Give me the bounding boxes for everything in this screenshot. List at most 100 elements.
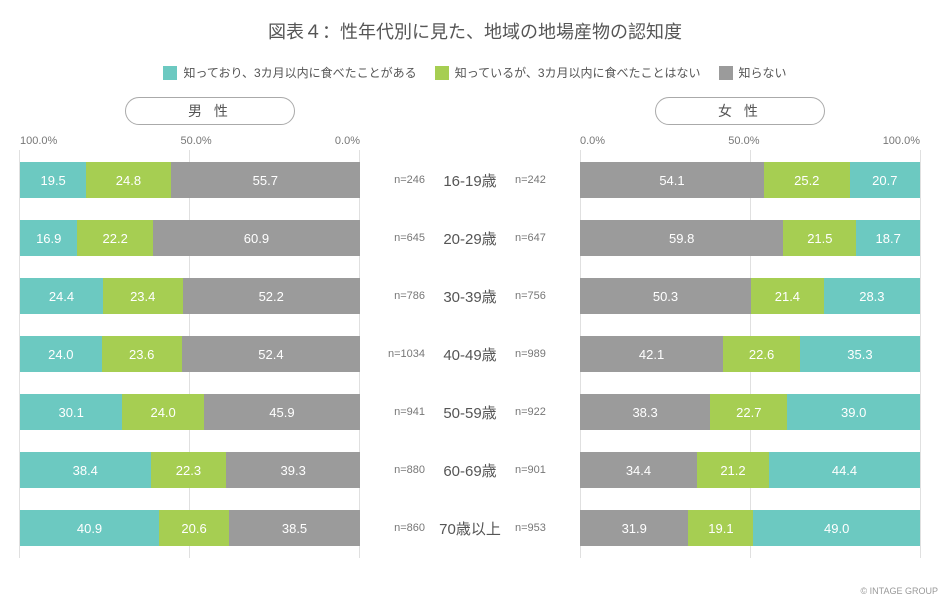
segment-know_eat: 24.4 [20, 278, 103, 314]
segment-know_eat: 38.4 [20, 452, 151, 488]
segment-know_eat: 40.9 [20, 510, 159, 546]
n-female: n=922 [515, 406, 575, 418]
n-male: n=645 [365, 232, 425, 244]
segment-know_eat: 30.1 [20, 394, 122, 430]
bar-col-male: 38.422.339.3 [20, 452, 360, 488]
center-col: n=88060-69歳n=901 [360, 460, 580, 481]
header-male: 男 性 [125, 97, 295, 125]
n-female: n=242 [515, 174, 575, 186]
bar-female: 59.821.518.7 [580, 220, 920, 256]
segment-know_noeat: 25.2 [764, 162, 850, 198]
segment-know_eat: 20.7 [850, 162, 920, 198]
data-row: 38.422.339.3n=88060-69歳n=90134.421.244.4 [20, 441, 930, 499]
legend: 知っており、3カ月以内に食べたことがある 知っているが、3カ月以内に食べたことは… [0, 64, 950, 81]
segment-know_eat: 49.0 [753, 510, 920, 546]
bar-col-male: 16.922.260.9 [20, 220, 360, 256]
bar-col-female: 31.919.149.0 [580, 510, 920, 546]
grid-line [920, 208, 921, 268]
segment-dont_know: 38.5 [229, 510, 360, 546]
bar-male: 30.124.045.9 [20, 394, 360, 430]
grid-line [920, 324, 921, 384]
legend-item: 知らない [719, 64, 787, 81]
legend-label: 知っているが、3カ月以内に食べたことはない [455, 64, 701, 81]
segment-know_eat: 19.5 [20, 162, 86, 198]
segment-dont_know: 38.3 [580, 394, 710, 430]
data-row: 19.524.855.7n=24616-19歳n=24254.125.220.7 [20, 151, 930, 209]
bar-male: 24.023.652.4 [20, 336, 360, 372]
data-row: 40.920.638.5n=86070歳以上n=95331.919.149.0 [20, 499, 930, 557]
legend-item: 知っているが、3カ月以内に食べたことはない [435, 64, 701, 81]
legend-label: 知っており、3カ月以内に食べたことがある [183, 64, 416, 81]
age-label: 20-29歳 [425, 228, 515, 249]
bar-female: 50.321.428.3 [580, 278, 920, 314]
segment-know_noeat: 24.0 [122, 394, 204, 430]
n-female: n=989 [515, 348, 575, 360]
bar-col-male: 24.423.452.2 [20, 278, 360, 314]
bar-col-female: 59.821.518.7 [580, 220, 920, 256]
segment-dont_know: 34.4 [580, 452, 697, 488]
grid-line [920, 150, 921, 210]
legend-swatch [435, 66, 449, 80]
legend-label: 知らない [739, 64, 787, 81]
credit: © INTAGE GROUP [861, 586, 938, 596]
bar-male: 16.922.260.9 [20, 220, 360, 256]
age-label: 50-59歳 [425, 402, 515, 423]
n-male: n=786 [365, 290, 425, 302]
bar-col-female: 38.322.739.0 [580, 394, 920, 430]
data-row: 24.423.452.2n=78630-39歳n=75650.321.428.3 [20, 267, 930, 325]
bar-col-male: 19.524.855.7 [20, 162, 360, 198]
bar-female: 31.919.149.0 [580, 510, 920, 546]
axis-labels: 100.0% 50.0% 0.0% 0.0% 50.0% 100.0% [0, 135, 950, 147]
axis-tick: 50.0% [728, 135, 759, 147]
legend-swatch [719, 66, 733, 80]
data-row: 30.124.045.9n=94150-59歳n=92238.322.739.0 [20, 383, 930, 441]
chart-title: 図表４：性年代別に見た、地域の地場産物の認知度 [0, 0, 950, 44]
segment-know_eat: 28.3 [824, 278, 920, 314]
segment-know_noeat: 21.4 [751, 278, 824, 314]
segment-know_noeat: 23.4 [103, 278, 183, 314]
segment-know_eat: 18.7 [856, 220, 920, 256]
segment-know_noeat: 22.7 [710, 394, 787, 430]
gender-headers: 男 性 女 性 [0, 97, 950, 125]
segment-know_noeat: 22.3 [151, 452, 227, 488]
center-col: n=94150-59歳n=922 [360, 402, 580, 423]
bar-col-female: 50.321.428.3 [580, 278, 920, 314]
data-row: 24.023.652.4n=103440-49歳n=98942.122.635.… [20, 325, 930, 383]
segment-dont_know: 50.3 [580, 278, 751, 314]
bar-female: 38.322.739.0 [580, 394, 920, 430]
center-col: n=86070歳以上n=953 [360, 518, 580, 539]
grid-line [920, 498, 921, 558]
n-female: n=756 [515, 290, 575, 302]
n-female: n=647 [515, 232, 575, 244]
legend-swatch [163, 66, 177, 80]
segment-know_eat: 16.9 [20, 220, 77, 256]
center-col: n=24616-19歳n=242 [360, 170, 580, 191]
bar-col-female: 42.122.635.3 [580, 336, 920, 372]
grid-line [920, 440, 921, 500]
bar-male: 24.423.452.2 [20, 278, 360, 314]
segment-dont_know: 52.4 [182, 336, 360, 372]
segment-know_eat: 35.3 [800, 336, 920, 372]
n-female: n=901 [515, 464, 575, 476]
legend-item: 知っており、3カ月以内に食べたことがある [163, 64, 416, 81]
center-col: n=103440-49歳n=989 [360, 344, 580, 365]
n-male: n=1034 [365, 348, 425, 360]
axis-tick: 100.0% [20, 135, 57, 147]
bar-male: 40.920.638.5 [20, 510, 360, 546]
segment-dont_know: 42.1 [580, 336, 723, 372]
axis-tick: 100.0% [883, 135, 920, 147]
bar-female: 42.122.635.3 [580, 336, 920, 372]
bar-col-male: 40.920.638.5 [20, 510, 360, 546]
n-male: n=941 [365, 406, 425, 418]
segment-know_eat: 24.0 [20, 336, 102, 372]
segment-dont_know: 31.9 [580, 510, 688, 546]
bar-male: 19.524.855.7 [20, 162, 360, 198]
bar-female: 34.421.244.4 [580, 452, 920, 488]
bar-female: 54.125.220.7 [580, 162, 920, 198]
axis-tick: 50.0% [181, 135, 212, 147]
bar-male: 38.422.339.3 [20, 452, 360, 488]
segment-know_eat: 39.0 [787, 394, 920, 430]
segment-know_noeat: 22.6 [723, 336, 800, 372]
segment-dont_know: 54.1 [580, 162, 764, 198]
segment-know_noeat: 21.2 [697, 452, 769, 488]
